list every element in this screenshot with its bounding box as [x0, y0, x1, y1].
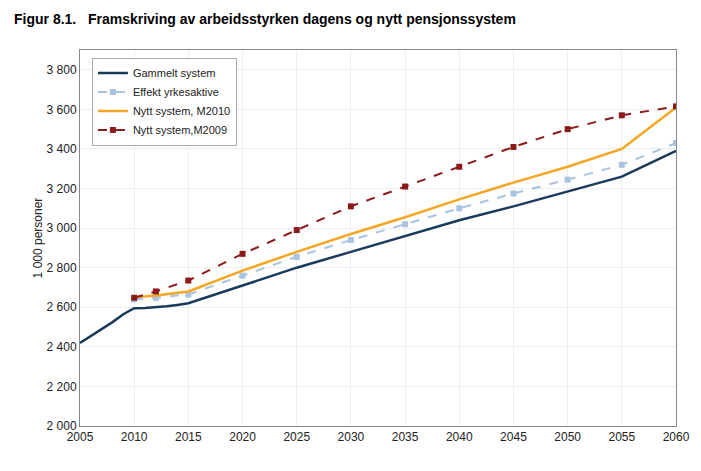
svg-text:Figur 8.1. Framskriving av a: Figur 8.1. Framskriving av arbeidsstyrke…	[14, 11, 516, 27]
svg-text:2050: 2050	[554, 430, 581, 444]
svg-text:2060: 2060	[663, 430, 690, 444]
svg-text:Nytt system,M2009: Nytt system,M2009	[133, 124, 227, 136]
svg-text:2035: 2035	[392, 430, 419, 444]
svg-text:2 400: 2 400	[47, 340, 77, 354]
svg-text:2020: 2020	[229, 430, 256, 444]
svg-text:2005: 2005	[67, 430, 94, 444]
svg-text:2040: 2040	[446, 430, 473, 444]
svg-text:3 800: 3 800	[47, 63, 77, 77]
svg-text:3 000: 3 000	[47, 221, 77, 235]
svg-text:2030: 2030	[338, 430, 365, 444]
svg-text:3 200: 3 200	[47, 182, 77, 196]
svg-text:Gammelt system: Gammelt system	[133, 67, 216, 79]
svg-text:1 000 personer: 1 000 personer	[31, 198, 45, 279]
svg-text:3 600: 3 600	[47, 103, 77, 117]
svg-text:2 000: 2 000	[47, 419, 77, 433]
svg-text:2045: 2045	[500, 430, 527, 444]
svg-text:Effekt yrkesaktive: Effekt yrkesaktive	[133, 86, 219, 98]
svg-text:2 200: 2 200	[47, 380, 77, 394]
svg-text:2 600: 2 600	[47, 300, 77, 314]
svg-text:3 400: 3 400	[47, 142, 77, 156]
svg-text:2025: 2025	[283, 430, 310, 444]
svg-text:2 800: 2 800	[47, 261, 77, 275]
svg-text:2010: 2010	[121, 430, 148, 444]
svg-text:Nytt system, M2010: Nytt system, M2010	[133, 105, 230, 117]
svg-text:2015: 2015	[175, 430, 202, 444]
svg-text:2055: 2055	[608, 430, 635, 444]
